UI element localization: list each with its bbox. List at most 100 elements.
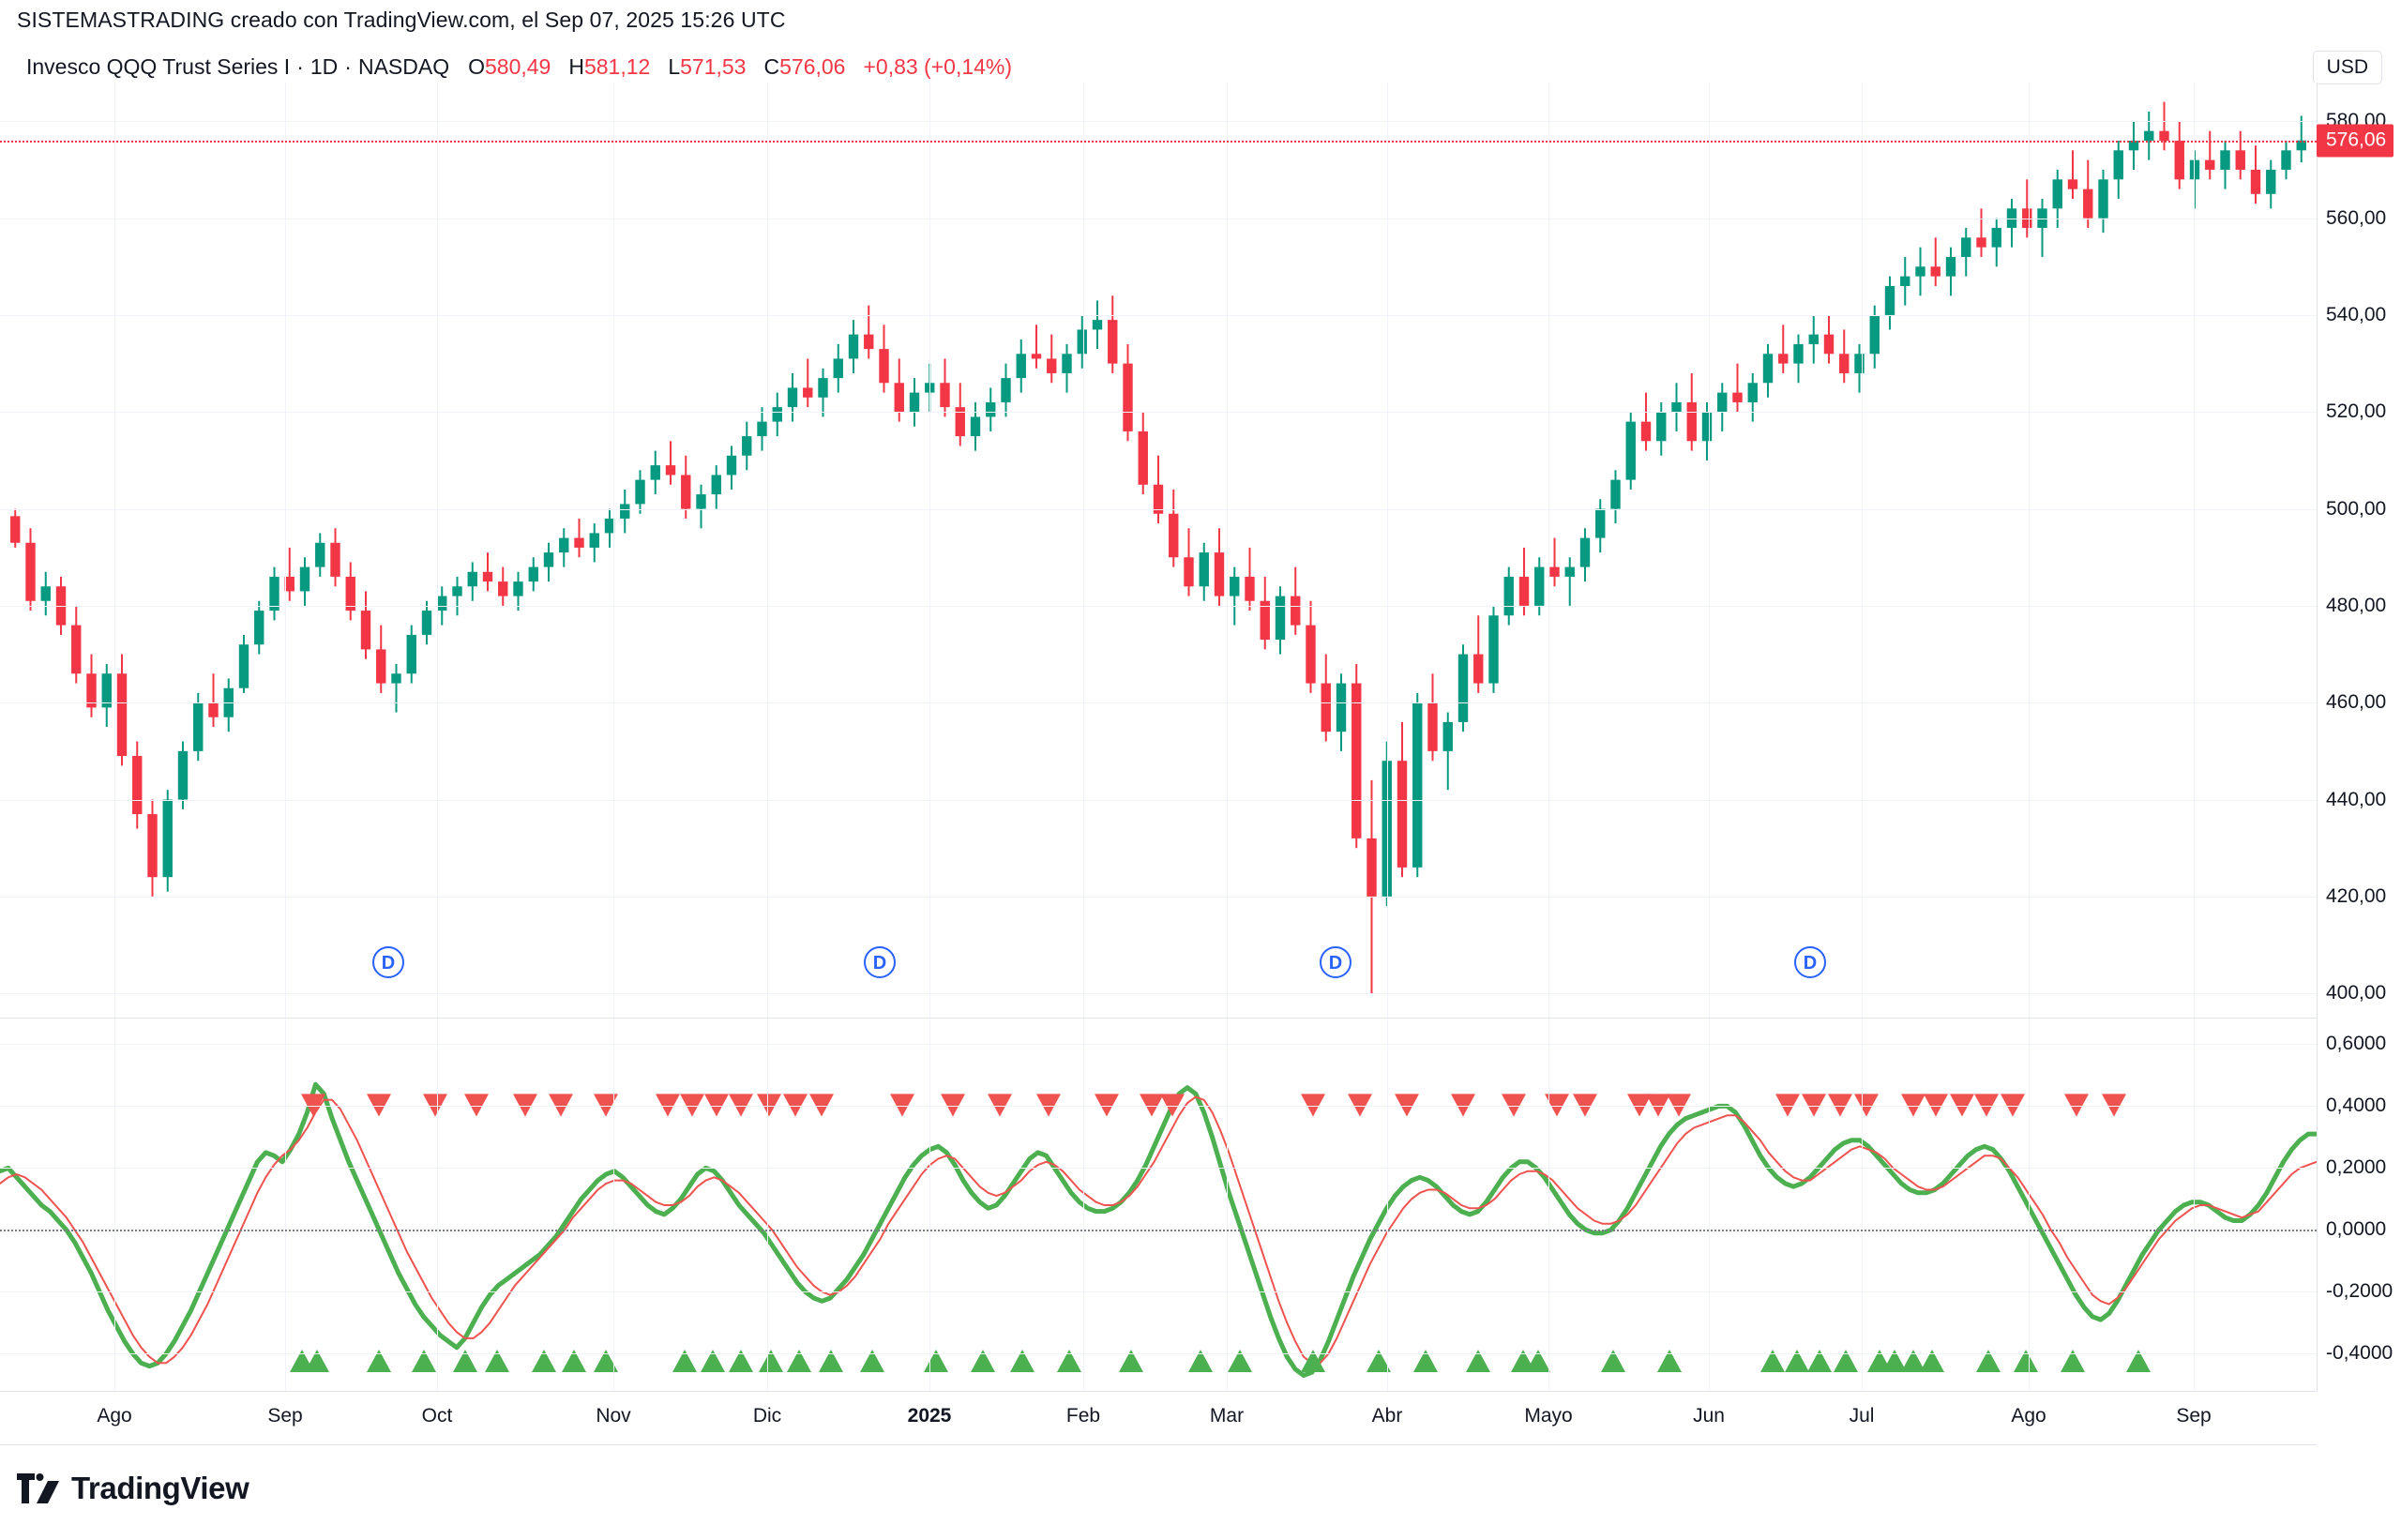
buy-signal-marker [412, 1349, 436, 1372]
chart-legend[interactable]: Invesco QQQ Trust Series I · 1D · NASDAQ… [26, 54, 1023, 80]
dividend-marker-icon[interactable]: D [372, 946, 404, 978]
gridline-horizontal [0, 314, 2317, 316]
candle-body [864, 334, 874, 350]
gridline-vertical [1709, 1019, 1710, 1391]
gridline-vertical [114, 83, 115, 1018]
candle-body [1564, 566, 1575, 577]
indicator-pane[interactable] [0, 1019, 2317, 1391]
legend-low: L571,53 [668, 54, 746, 80]
candle-body [1549, 566, 1560, 577]
sell-signal-marker [656, 1094, 680, 1117]
legend-open-value: 580,49 [484, 54, 551, 79]
candle-body [2052, 179, 2062, 209]
candle-body [635, 479, 645, 505]
time-axis-label: Ago [97, 1405, 132, 1427]
candle-body [1016, 354, 1026, 379]
candle-body [1884, 285, 1895, 315]
sell-signal-marker [757, 1094, 781, 1117]
page-caption: SISTEMASTRADING creado con TradingView.c… [17, 8, 786, 32]
candle-body [742, 436, 752, 456]
gridline-vertical [285, 1019, 286, 1391]
legend-interval[interactable]: 1D [310, 54, 339, 79]
currency-badge[interactable]: USD [2312, 51, 2382, 85]
last-price-line [0, 140, 2317, 143]
candle-body [574, 537, 584, 548]
buy-signal-marker [787, 1349, 811, 1372]
indicator-axis-label: 0,4000 [2326, 1095, 2387, 1117]
buy-signal-marker [1057, 1349, 1081, 1372]
sell-signal-marker [890, 1094, 914, 1117]
candle-body [116, 673, 128, 757]
candle-body [1961, 237, 1971, 257]
sell-signal-marker [301, 1094, 325, 1117]
buy-signal-marker [532, 1349, 556, 1372]
candle-body [2083, 189, 2093, 219]
sell-signal-marker [2001, 1094, 2025, 1117]
price-axis-label: 400,00 [2326, 982, 2387, 1004]
candle-wick [1645, 392, 1647, 451]
candle-body [1656, 412, 1667, 442]
candle-body [604, 518, 615, 534]
candle-body [787, 387, 798, 408]
candle-body [147, 814, 158, 878]
indicator-line-fast [0, 1081, 2317, 1378]
price-axis-label: 420,00 [2326, 884, 2387, 907]
indicator-axis-label: -0,2000 [2326, 1280, 2393, 1303]
sell-signal-marker [1646, 1094, 1670, 1117]
dividend-marker-icon[interactable]: D [864, 946, 896, 978]
time-axis-label: Mayo [1524, 1405, 1573, 1427]
candle-body [1503, 576, 1514, 616]
candle-body [1732, 392, 1743, 402]
dividend-marker-icon[interactable]: D [1320, 946, 1352, 978]
candle-body [1442, 721, 1453, 751]
gridline-horizontal [0, 799, 2317, 801]
last-price-tag[interactable]: 576,06 [2317, 124, 2394, 158]
buy-signal-marker [1901, 1349, 1925, 1372]
candle-body [970, 416, 981, 437]
candle-body [254, 611, 264, 645]
gridline-horizontal [0, 605, 2317, 607]
candle-body [452, 586, 462, 596]
candle-body [1534, 566, 1545, 606]
legend-symbol[interactable]: Invesco QQQ Trust Series I [26, 54, 291, 79]
candle-body [421, 611, 432, 635]
buy-signal-marker [1301, 1349, 1325, 1372]
indicator-axis[interactable]: 0,6000 0,4000 0,2000 0,0000 -0,2000 -0,4000 [2317, 1019, 2401, 1391]
candle-body [1291, 596, 1301, 626]
dividend-marker-icon[interactable]: D [1794, 946, 1826, 978]
candle-wick [807, 358, 809, 408]
candle-body [1793, 343, 1804, 364]
time-axis-label: Dic [752, 1405, 782, 1427]
sell-signal-marker [783, 1094, 808, 1117]
gridline-vertical [437, 83, 438, 1018]
buy-signal-marker [562, 1349, 586, 1372]
buy-signal-marker [672, 1349, 697, 1372]
gridline-vertical [2194, 1019, 2195, 1391]
candle-body [650, 465, 660, 480]
gridline-vertical [2029, 83, 2030, 1018]
candle-body [1123, 363, 1133, 431]
buy-signal-marker [2061, 1349, 2085, 1372]
gridline-vertical [1387, 83, 1388, 1018]
candle-body [1108, 320, 1118, 364]
sell-signal-marker [680, 1094, 704, 1117]
candle-body [909, 392, 920, 413]
price-axis[interactable]: 580,00 560,00 540,00 520,00 500,00 480,00 460,… [2317, 83, 2401, 1018]
gridline-horizontal [0, 1044, 2317, 1046]
candle-body [1199, 552, 1209, 587]
price-axis-divider [2317, 83, 2318, 1391]
time-axis[interactable]: Ago Sep Oct Nov Dic 2025 Feb Mar Abr Mayo Jun Jul Ag… [0, 1391, 2317, 1445]
gridline-vertical [767, 1019, 768, 1391]
buy-signal-marker [1760, 1349, 1785, 1372]
candle-body [238, 644, 249, 688]
legend-separator-1: · [296, 54, 304, 79]
candlestick-series [10, 101, 2306, 994]
gridline-vertical [1548, 1019, 1549, 1391]
candle-wick [395, 663, 398, 713]
sell-signal-marker [1667, 1094, 1691, 1117]
candle-body [1579, 537, 1591, 567]
legend-exchange[interactable]: NASDAQ [357, 54, 450, 79]
sell-signal-marker [809, 1094, 834, 1117]
buy-signal-marker [1807, 1349, 1832, 1372]
